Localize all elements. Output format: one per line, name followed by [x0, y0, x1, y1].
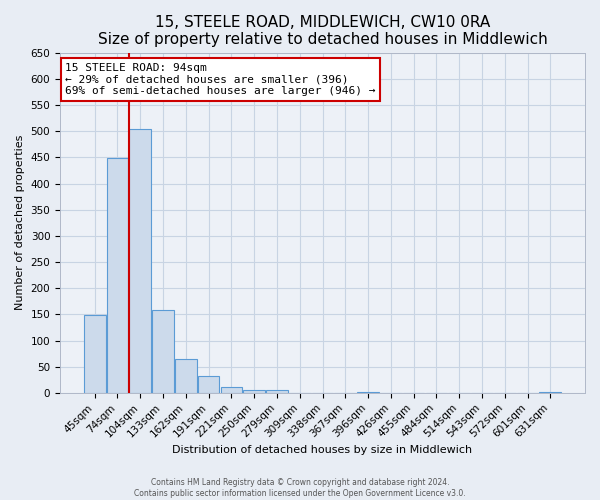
Bar — [244, 390, 265, 393]
Bar — [221, 386, 242, 393]
Bar — [357, 392, 379, 393]
Text: Contains HM Land Registry data © Crown copyright and database right 2024.
Contai: Contains HM Land Registry data © Crown c… — [134, 478, 466, 498]
Bar — [539, 392, 561, 393]
Bar — [130, 128, 151, 393]
Bar — [84, 316, 106, 393]
Y-axis label: Number of detached properties: Number of detached properties — [15, 135, 25, 310]
Bar — [175, 359, 197, 393]
X-axis label: Distribution of detached houses by size in Middlewich: Distribution of detached houses by size … — [172, 445, 473, 455]
Bar — [198, 376, 220, 393]
Bar — [152, 310, 174, 393]
Bar — [266, 390, 288, 393]
Bar — [107, 158, 128, 393]
Text: 15 STEELE ROAD: 94sqm
← 29% of detached houses are smaller (396)
69% of semi-det: 15 STEELE ROAD: 94sqm ← 29% of detached … — [65, 63, 376, 96]
Title: 15, STEELE ROAD, MIDDLEWICH, CW10 0RA
Size of property relative to detached hous: 15, STEELE ROAD, MIDDLEWICH, CW10 0RA Si… — [98, 15, 547, 48]
